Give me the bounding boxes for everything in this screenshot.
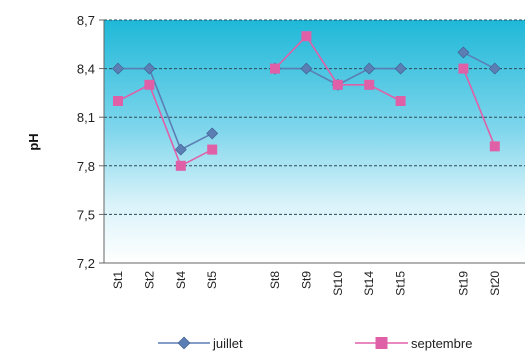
data-point: [207, 145, 217, 155]
x-tick-label: St15: [394, 271, 408, 296]
data-point: [178, 337, 190, 349]
y-tick-label: 7,2: [77, 256, 95, 271]
data-point: [364, 80, 374, 90]
data-point: [176, 161, 186, 171]
x-tick-label: St4: [174, 271, 188, 289]
legend-label: septembre: [411, 336, 472, 351]
y-tick-label: 8,7: [77, 13, 95, 28]
data-point: [113, 96, 123, 106]
data-point: [458, 64, 468, 74]
data-point: [376, 337, 388, 349]
x-tick-label: St14: [362, 271, 376, 296]
x-tick-label: St20: [488, 271, 502, 296]
legend-label: juillet: [212, 336, 243, 351]
x-tick-label: St5: [205, 271, 219, 289]
data-point: [301, 31, 311, 41]
x-tick-label: St19: [456, 271, 470, 296]
x-tick-label: St8: [268, 271, 282, 289]
data-point: [270, 64, 280, 74]
x-tick-labels: St1 St2 St4 St5 St8 St9 St10 St14 St15 St19 St20: [111, 271, 502, 296]
y-tick-label: 8,4: [77, 62, 95, 77]
data-point: [490, 141, 500, 151]
legend-item-juillet: juillet: [158, 336, 243, 351]
x-tick-label: St2: [142, 271, 156, 289]
y-tick-label: 7,5: [77, 207, 95, 222]
x-tick-label: St1: [111, 271, 125, 289]
y-axis-label: pH: [26, 133, 41, 150]
y-tick-label: 8,1: [77, 110, 95, 125]
x-tick-label: St9: [299, 271, 313, 289]
data-point: [396, 96, 406, 106]
legend-item-septembre: septembre: [355, 336, 472, 351]
legend: juillet septembre: [158, 336, 472, 351]
y-tick-labels: 7,2 7,5 7,8 8,1 8,4 8,7: [77, 13, 95, 271]
y-tick-label: 7,8: [77, 159, 95, 174]
x-tick-label: St10: [331, 271, 345, 296]
data-point: [333, 80, 343, 90]
data-point: [144, 80, 154, 90]
